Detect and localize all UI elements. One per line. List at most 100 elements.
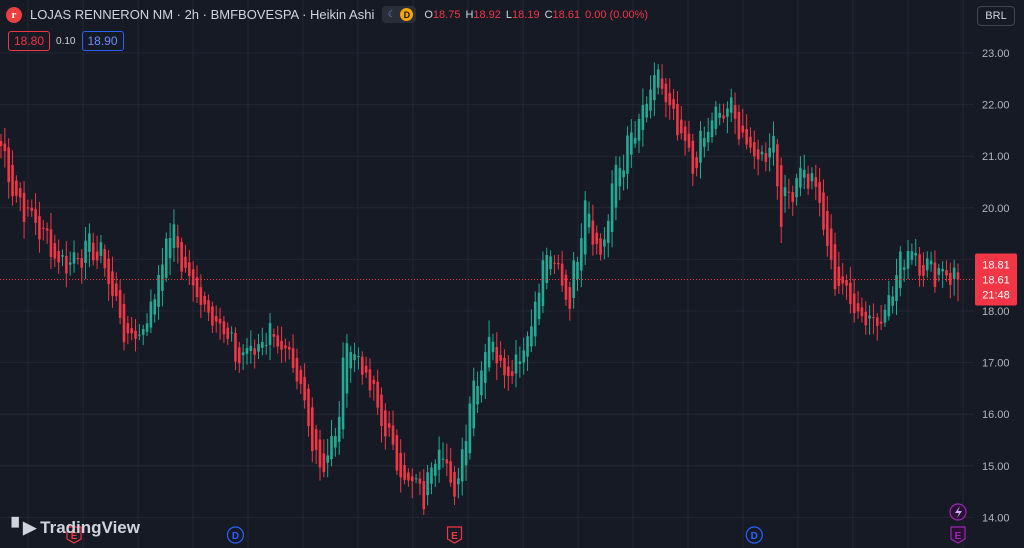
candle-body[interactable] (318, 439, 322, 468)
candle-body[interactable] (599, 238, 602, 255)
candle-body[interactable] (195, 277, 199, 298)
candle-body[interactable] (630, 132, 633, 155)
candle-body[interactable] (68, 262, 72, 265)
candle-body[interactable] (483, 352, 487, 383)
candle-body[interactable] (922, 264, 925, 276)
candle-body[interactable] (337, 416, 341, 442)
candle-body[interactable] (80, 258, 84, 268)
candle-body[interactable] (107, 258, 110, 285)
candle-body[interactable] (153, 299, 157, 315)
candle-body[interactable] (726, 108, 729, 117)
candle-body[interactable] (837, 266, 841, 287)
candle-body[interactable] (249, 345, 253, 351)
candle-body[interactable] (852, 293, 856, 314)
candle-body[interactable] (445, 459, 449, 464)
candle-body[interactable] (818, 182, 821, 203)
candle-body[interactable] (345, 343, 349, 394)
candle-body[interactable] (130, 328, 133, 334)
candle-body[interactable] (656, 69, 660, 88)
candle-body[interactable] (360, 356, 364, 375)
candle-body[interactable] (564, 274, 568, 300)
candle-body[interactable] (172, 224, 176, 249)
candle-body[interactable] (949, 272, 952, 285)
candle-body[interactable] (507, 366, 510, 377)
candle-body[interactable] (211, 306, 214, 326)
candle-body[interactable] (391, 425, 395, 445)
candle-body[interactable] (472, 380, 476, 429)
candle-body[interactable] (733, 105, 737, 119)
candle-body[interactable] (41, 227, 45, 229)
candle-body[interactable] (510, 371, 514, 376)
candle-body[interactable] (99, 242, 103, 256)
candle-body[interactable] (887, 295, 891, 317)
candle-body[interactable] (699, 130, 702, 163)
candle-body[interactable] (188, 262, 191, 277)
candle-body[interactable] (753, 142, 756, 157)
candle-body[interactable] (353, 354, 356, 361)
candle-body[interactable] (875, 317, 879, 326)
candles-series[interactable] (0, 62, 960, 515)
candle-body[interactable] (218, 318, 222, 324)
candle-body[interactable] (468, 403, 472, 454)
candle-body[interactable] (783, 187, 787, 197)
candle-body[interactable] (0, 140, 3, 147)
candle-body[interactable] (526, 336, 529, 357)
candle-body[interactable] (280, 340, 283, 350)
candle-body[interactable] (480, 370, 483, 396)
candle-body[interactable] (683, 126, 687, 141)
candle-body[interactable] (806, 173, 810, 189)
candle-body[interactable] (45, 228, 49, 231)
candle-body[interactable] (284, 345, 287, 349)
candle-body[interactable] (580, 238, 583, 271)
candle-body[interactable] (668, 92, 672, 106)
candle-body[interactable] (810, 173, 814, 182)
candle-body[interactable] (756, 149, 760, 160)
candle-body[interactable] (237, 347, 241, 364)
candle-body[interactable] (660, 78, 664, 89)
candle-body[interactable] (556, 263, 560, 265)
candle-body[interactable] (610, 183, 614, 232)
candle-body[interactable] (372, 379, 376, 384)
candle-body[interactable] (234, 332, 237, 362)
candle-body[interactable] (145, 323, 149, 332)
candle-body[interactable] (84, 240, 87, 263)
candle-body[interactable] (268, 323, 272, 345)
candle-body[interactable] (3, 143, 7, 152)
candle-body[interactable] (933, 262, 937, 287)
candle-body[interactable] (760, 151, 764, 155)
candle-body[interactable] (407, 472, 410, 481)
candle-body[interactable] (641, 105, 645, 130)
candle-body[interactable] (138, 334, 141, 336)
candle-body[interactable] (645, 103, 648, 118)
candle-body[interactable] (614, 165, 618, 208)
candle-body[interactable] (122, 303, 126, 343)
candle-body[interactable] (626, 135, 629, 174)
candle-body[interactable] (860, 307, 864, 317)
candle-body[interactable] (872, 317, 875, 319)
candle-body[interactable] (891, 296, 894, 306)
candle-body[interactable] (103, 249, 107, 269)
candle-body[interactable] (214, 316, 218, 322)
candle-body[interactable] (902, 267, 906, 270)
candle-body[interactable] (749, 136, 752, 148)
buy-button[interactable]: 18.90 (81, 31, 124, 51)
dividend-marker-icon[interactable] (226, 526, 245, 544)
dividend-marker-icon[interactable] (745, 526, 763, 544)
candle-body[interactable] (380, 394, 383, 427)
candle-body[interactable] (799, 167, 802, 188)
candle-body[interactable] (326, 455, 329, 463)
candle-body[interactable] (568, 287, 572, 309)
candle-body[interactable] (207, 300, 210, 313)
candle-body[interactable] (38, 216, 41, 240)
candle-body[interactable] (49, 229, 53, 258)
candle-body[interactable] (910, 251, 914, 260)
candle-body[interactable] (691, 140, 695, 174)
candle-body[interactable] (276, 335, 280, 347)
candle-body[interactable] (161, 264, 164, 291)
candle-body[interactable] (176, 236, 180, 248)
candle-body[interactable] (868, 315, 871, 319)
candle-body[interactable] (7, 147, 10, 183)
candle-body[interactable] (687, 133, 691, 148)
candle-body[interactable] (841, 276, 844, 284)
candle-body[interactable] (791, 192, 795, 203)
